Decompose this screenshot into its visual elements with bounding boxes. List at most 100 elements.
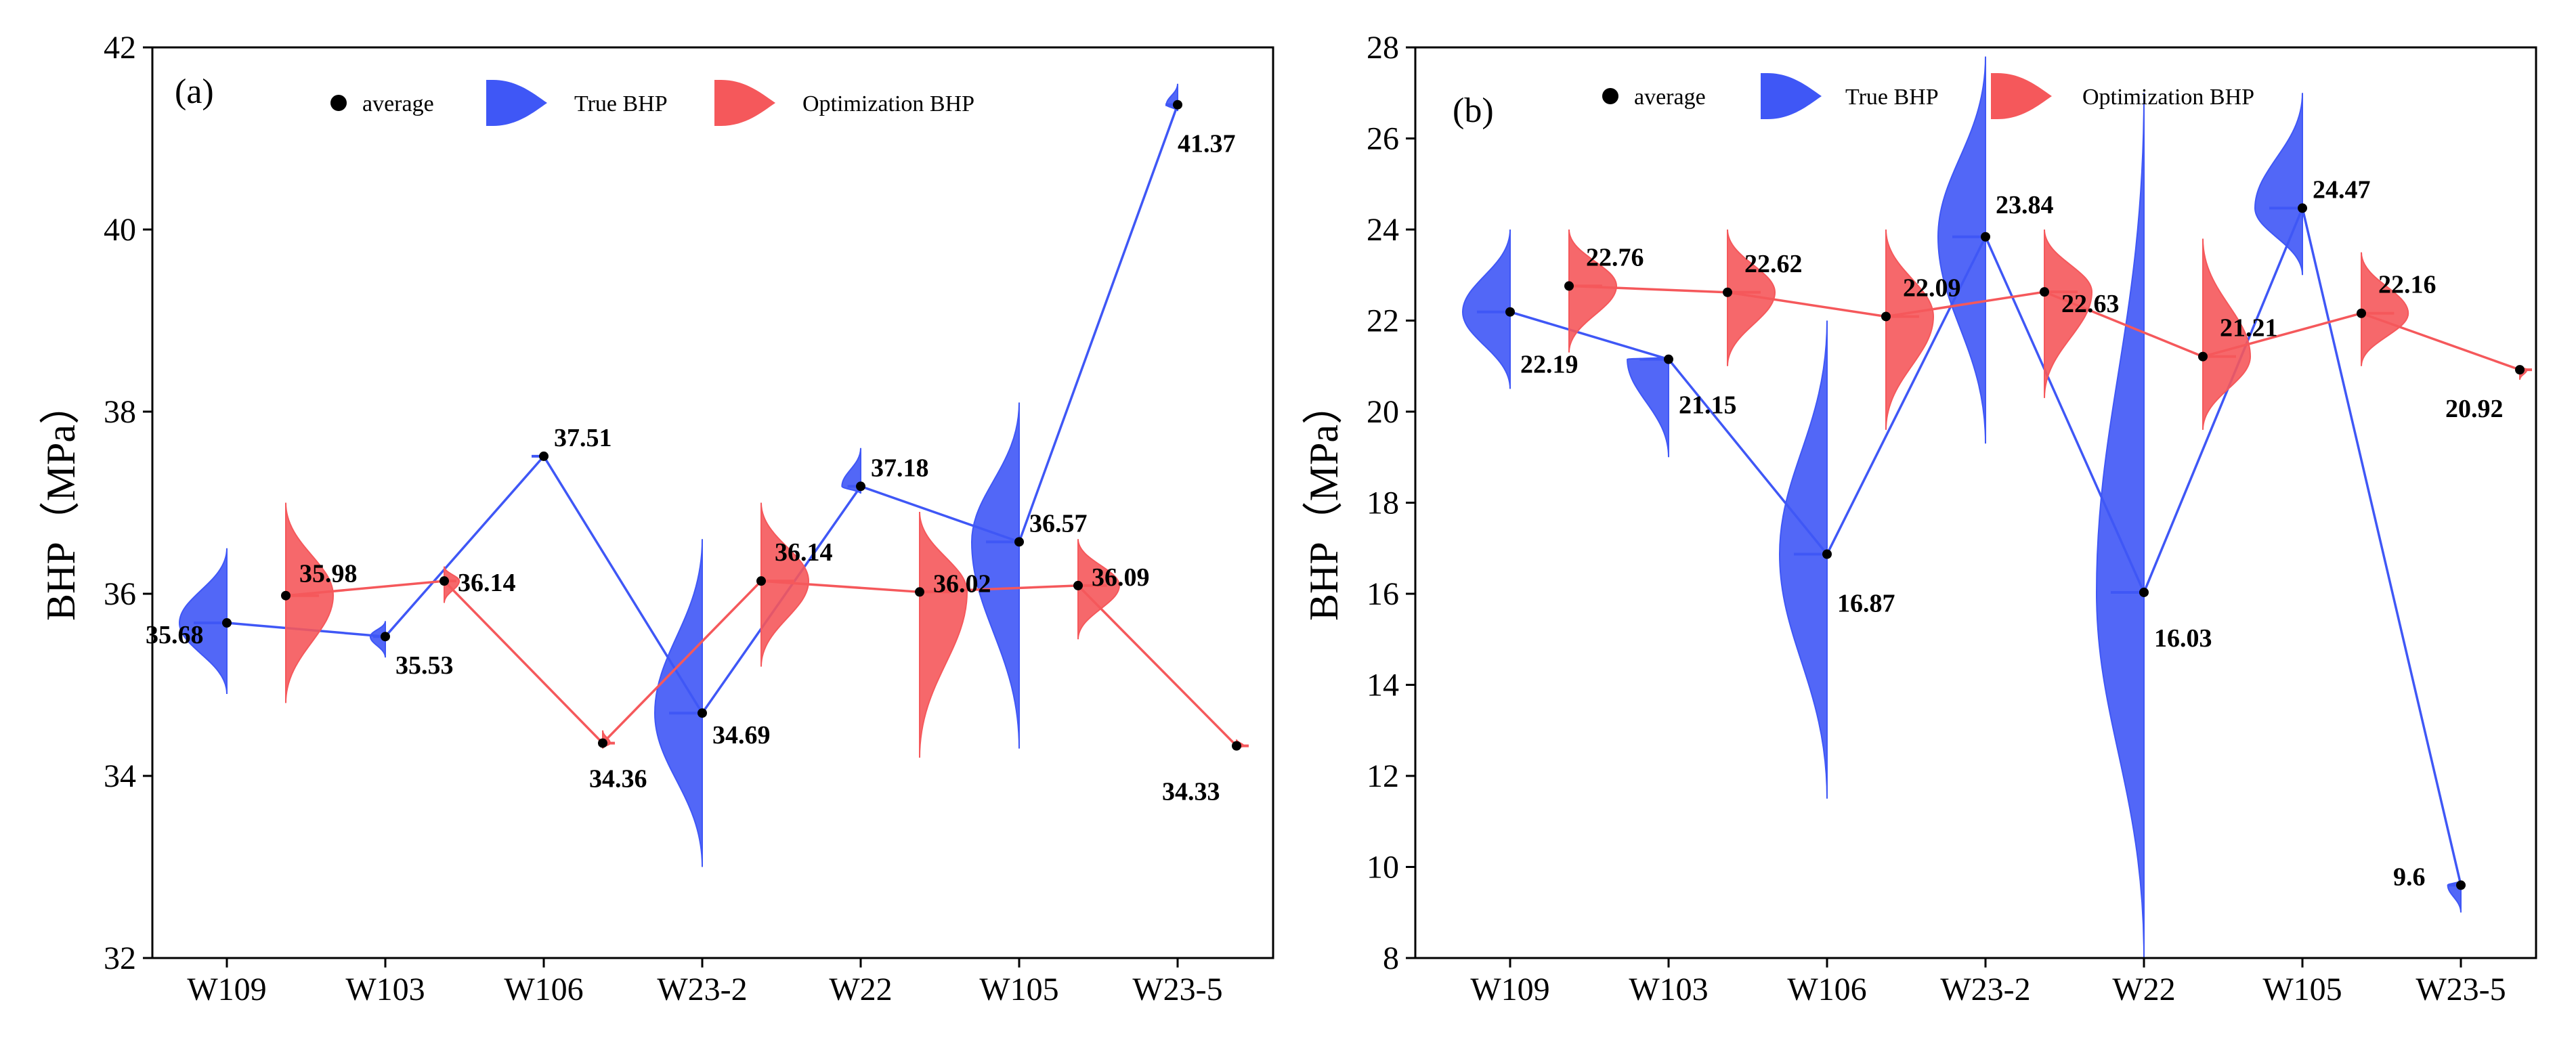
true-average-point: [856, 481, 865, 492]
true-average-point: [1014, 537, 1024, 547]
true-violin: [1778, 320, 1828, 799]
panel-a-label: (a): [175, 72, 214, 111]
opt-data-label: 36.14: [775, 538, 833, 567]
legend-true-text: True BHP: [1845, 85, 1939, 110]
opt-average-point: [1232, 741, 1241, 751]
legend-average-marker: [1602, 88, 1618, 104]
opt-data-label: 22.09: [1903, 274, 1961, 302]
panel-a-frame: [151, 46, 1274, 959]
opt-violin: [285, 502, 335, 703]
panel-a-y-axis-title: BHP（MPa）: [39, 384, 83, 621]
y-tick-label: 24: [1367, 212, 1399, 248]
true-average-point: [222, 618, 232, 628]
opt-average-point: [915, 587, 924, 597]
opt-average-point: [2357, 308, 2366, 318]
opt-data-label: 36.09: [1092, 563, 1150, 592]
panel-a-legend: average True BHP Optimization BHP: [330, 80, 974, 126]
opt-average-point: [1564, 281, 1574, 291]
true-violin: [178, 548, 228, 694]
y-tick-label: 28: [1367, 30, 1399, 66]
true-violin: [369, 621, 386, 658]
true-data-label: 36.57: [1029, 509, 1088, 538]
x-tick-label: W22: [2112, 972, 2175, 1007]
true-average-point: [2139, 587, 2149, 597]
y-tick-label: 32: [104, 940, 136, 976]
opt-violin: [2361, 252, 2409, 366]
legend-true-swatch: [1761, 73, 1822, 119]
opt-violin: [1885, 229, 1935, 430]
legend-average-text: average: [1634, 85, 1706, 110]
y-tick-label: 34: [104, 758, 136, 794]
true-data-label: 37.18: [871, 454, 929, 482]
y-tick-label: 40: [104, 212, 136, 248]
y-tick-label: 12: [1367, 758, 1399, 794]
opt-data-label: 22.62: [1744, 250, 1803, 278]
opt-average-point: [2198, 351, 2208, 362]
x-tick-label: W105: [979, 972, 1058, 1007]
legend-opt-swatch: [1991, 73, 2052, 119]
x-tick-label: W23-2: [657, 972, 747, 1007]
true-average-point: [2298, 203, 2307, 213]
opt-data-label: 35.98: [299, 560, 358, 588]
x-tick-label: W23-5: [2416, 972, 2506, 1007]
opt-data-label: 21.21: [2220, 314, 2278, 343]
panel-a: 35.68 35.53 37.51 34.69 37.18 36.57 41.37 35.98…: [39, 30, 1274, 1007]
true-average-point: [539, 451, 549, 461]
true-data-label: 21.15: [1679, 391, 1737, 420]
legend-true-swatch: [486, 80, 547, 126]
true-data-label: 16.03: [2154, 624, 2212, 653]
opt-average-point: [281, 590, 291, 601]
panel-b-plot-area: 22.19 21.15 16.87 23.84 16.03 24.47 9.6 22.76 22…: [1461, 56, 2532, 959]
y-tick-label: 18: [1367, 485, 1399, 521]
true-violin: [841, 448, 861, 494]
true-data-label: 37.51: [554, 424, 612, 452]
opt-violin: [1727, 229, 1776, 366]
opt-violin: [919, 511, 968, 758]
opt-violin: [2044, 229, 2093, 398]
opt-data-label: 36.14: [458, 569, 516, 597]
x-tick-label: W109: [1470, 972, 1549, 1007]
true-data-label: 35.68: [146, 621, 204, 649]
true-violin: [653, 539, 703, 867]
true-average-point: [1173, 100, 1182, 110]
true-average-point: [1822, 549, 1832, 559]
opt-violin: [1077, 539, 1120, 640]
x-tick-label: W103: [1629, 972, 1708, 1007]
true-violin: [970, 402, 1020, 749]
true-violin: [2254, 93, 2303, 276]
true-data-label: 24.47: [2313, 175, 2371, 204]
opt-violin: [2202, 238, 2252, 430]
panel-b-label: (b): [1453, 91, 1494, 130]
true-average-point: [1505, 307, 1515, 317]
x-tick-label: W105: [2262, 972, 2342, 1007]
panel-b-axes: 8 10 12 14 16 18 20 22 24 26 28 W109 W103 W106 W23-2 W2…: [1367, 30, 2506, 1007]
true-data-label: 34.69: [712, 721, 771, 749]
legend-opt-text: Optimization BHP: [802, 91, 974, 116]
legend-average-text: average: [362, 91, 434, 116]
x-tick-label: W109: [187, 972, 266, 1007]
y-tick-label: 42: [104, 30, 136, 66]
legend-average-marker: [330, 95, 347, 111]
y-tick-label: 36: [104, 576, 136, 612]
y-tick-label: 16: [1367, 576, 1399, 612]
true-data-label: 41.37: [1178, 130, 1236, 158]
opt-average-point: [2515, 365, 2525, 375]
x-tick-label: W22: [829, 972, 892, 1007]
y-tick-label: 10: [1367, 850, 1399, 886]
true-data-label: 9.6: [2393, 863, 2426, 891]
opt-data-label: 34.36: [589, 765, 647, 793]
x-tick-label: W106: [1787, 972, 1866, 1007]
y-tick-label: 26: [1367, 121, 1399, 157]
true-violin: [1937, 56, 1986, 444]
true-violin: [2095, 93, 2145, 959]
panel-b-legend: average True BHP Optimization BHP: [1602, 73, 2254, 119]
true-average-point: [2456, 880, 2466, 890]
x-tick-label: W106: [504, 972, 583, 1007]
opt-data-label: 36.02: [933, 569, 991, 598]
true-data-label: 16.87: [1837, 589, 1895, 617]
legend-true-text: True BHP: [574, 91, 668, 116]
true-violin: [1461, 229, 1511, 389]
true-average-point: [1981, 232, 1990, 242]
